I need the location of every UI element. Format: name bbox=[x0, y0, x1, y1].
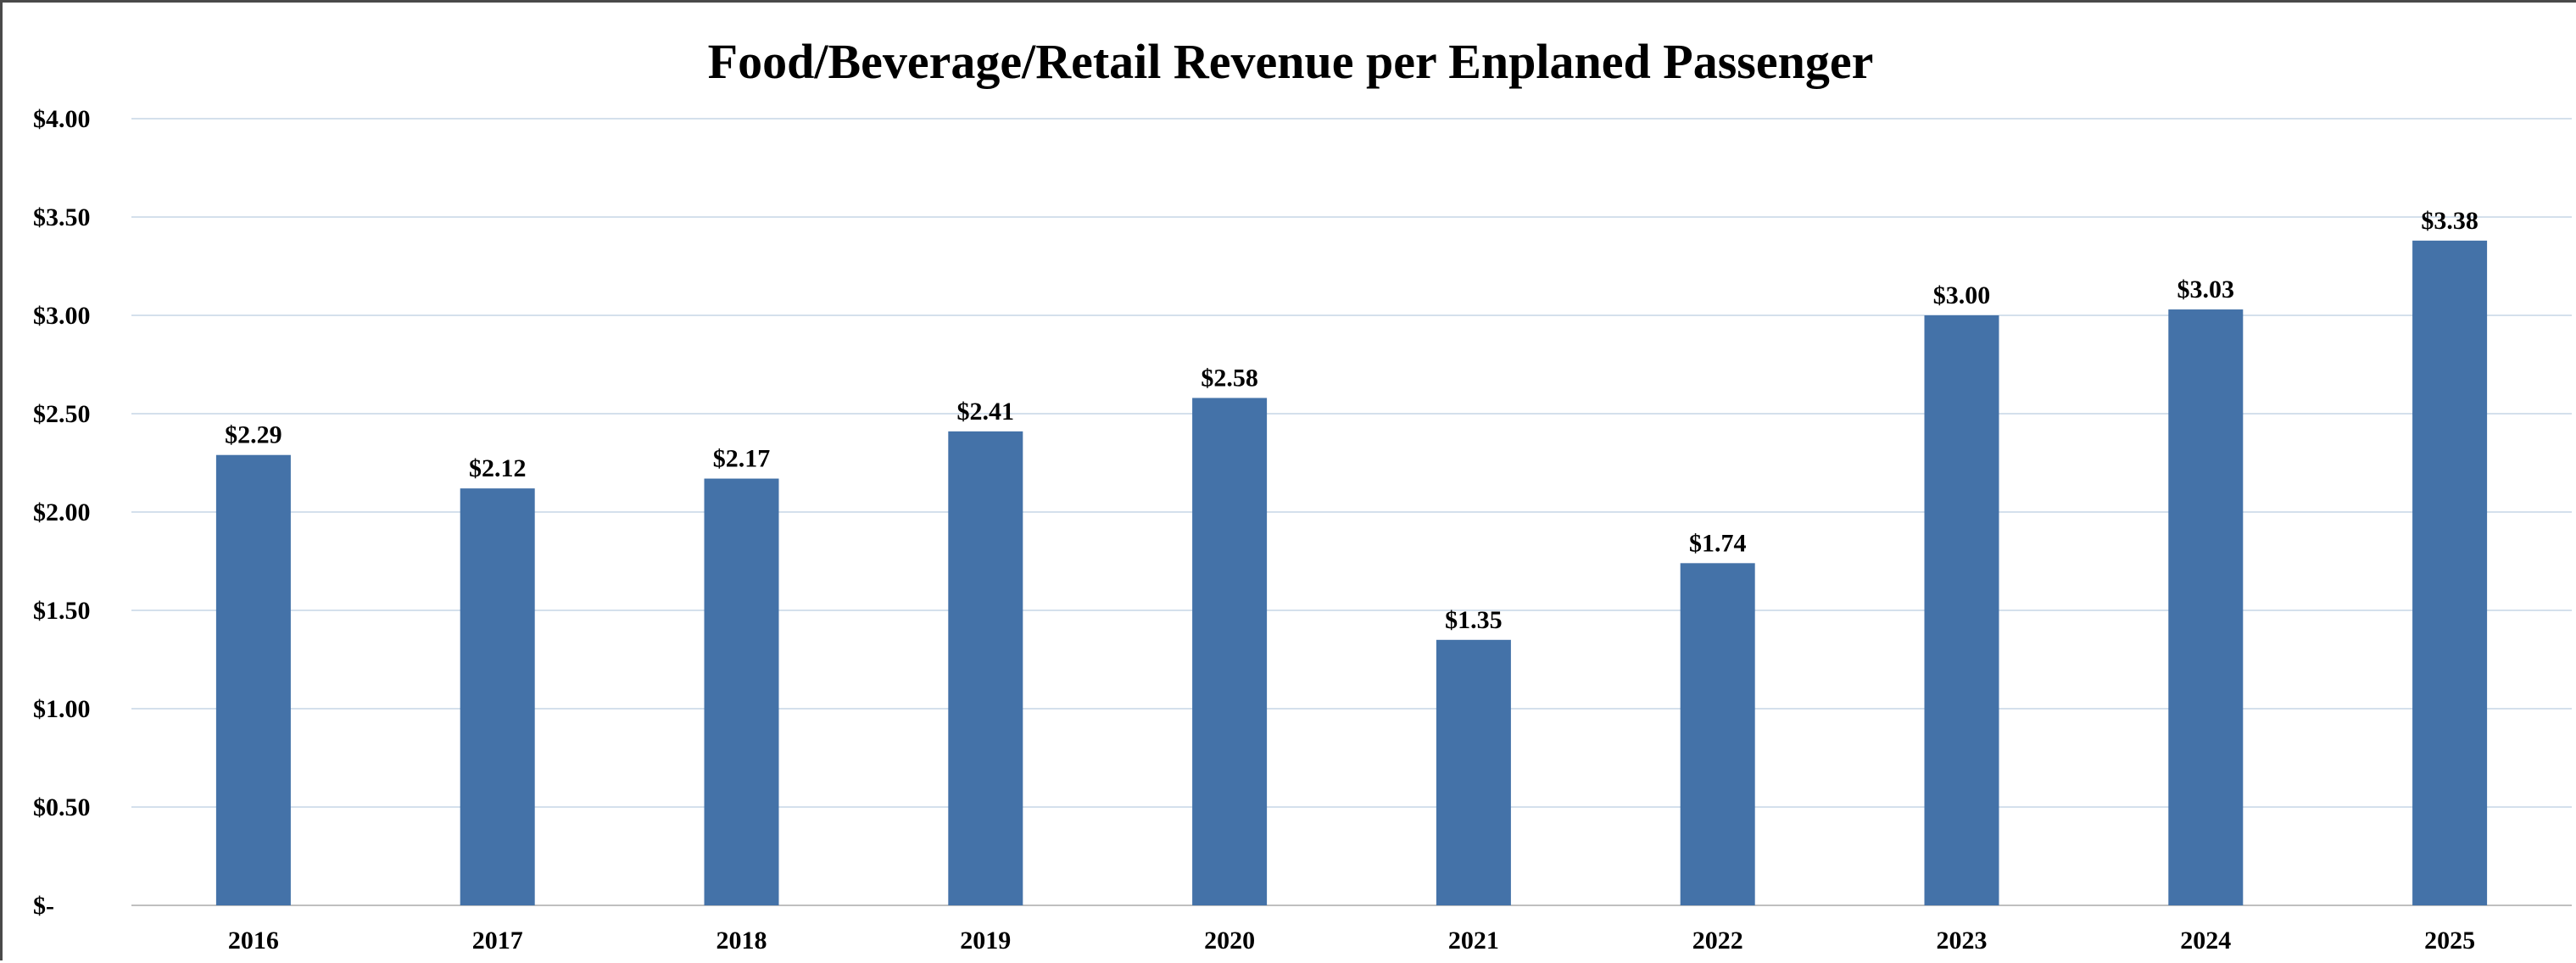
data-label-2023: $3.00 bbox=[1933, 281, 1991, 309]
bar-2017 bbox=[460, 488, 535, 905]
x-tick-label-2019: 2019 bbox=[960, 927, 1011, 955]
y-tick-label: $3.00 bbox=[33, 302, 91, 330]
data-label-2024: $3.03 bbox=[2177, 276, 2235, 303]
data-label-2018: $2.17 bbox=[713, 445, 771, 473]
y-tick-label: $0.50 bbox=[33, 793, 91, 821]
x-tick-label-2022: 2022 bbox=[1692, 927, 1743, 955]
gridlines bbox=[131, 118, 2572, 906]
data-label-2017: $2.12 bbox=[469, 454, 527, 482]
bar-2023 bbox=[1924, 315, 1999, 905]
x-axis-tick-labels: 2016 2017 2018 2019 2020 2021 2022 2023 2024 2025 bbox=[228, 927, 2475, 955]
bar-2018 bbox=[704, 478, 779, 905]
bar-2020 bbox=[1192, 398, 1268, 905]
data-label-2020: $2.58 bbox=[1201, 364, 1258, 392]
x-tick-label-2017: 2017 bbox=[472, 927, 523, 955]
bar-2024 bbox=[2168, 309, 2244, 905]
chart-title: Food/Beverage/Retail Revenue per Enplane… bbox=[707, 34, 1874, 89]
y-tick-label: $3.50 bbox=[33, 203, 91, 231]
data-label-2022: $1.74 bbox=[1689, 529, 1747, 557]
x-tick-label-2018: 2018 bbox=[716, 927, 767, 955]
y-tick-label: $- bbox=[33, 892, 54, 920]
bar-2025 bbox=[2412, 240, 2488, 906]
x-tick-label-2021: 2021 bbox=[1448, 927, 1499, 955]
bar-chart: $- $0.50 $1.00 $1.50 $2.00 $2.50 $3.00 $3.50 $4.… bbox=[33, 105, 2572, 955]
bar-2019 bbox=[948, 431, 1023, 905]
y-tick-label: $2.00 bbox=[33, 498, 91, 526]
x-tick-label-2023: 2023 bbox=[1937, 927, 1988, 955]
data-label-2021: $1.35 bbox=[1445, 606, 1503, 634]
x-tick-label-2020: 2020 bbox=[1204, 927, 1255, 955]
y-tick-label: $1.50 bbox=[33, 597, 91, 625]
x-tick-label-2025: 2025 bbox=[2424, 927, 2475, 955]
y-tick-label: $4.00 bbox=[33, 105, 91, 133]
data-label-2016: $2.29 bbox=[225, 421, 282, 449]
x-tick-label-2016: 2016 bbox=[228, 927, 279, 955]
y-tick-label: $1.00 bbox=[33, 695, 91, 723]
bars bbox=[215, 240, 2488, 906]
bar-2022 bbox=[1680, 563, 1755, 905]
y-axis-tick-labels: $- $0.50 $1.00 $1.50 $2.00 $2.50 $3.00 $3.50 $4.… bbox=[33, 105, 91, 920]
bar-2021 bbox=[1436, 639, 1511, 905]
x-tick-label-2024: 2024 bbox=[2180, 927, 2231, 955]
data-labels: $2.29 $2.12 $2.17 $2.41 $2.58 $1.35 $1.74 $3.00… bbox=[225, 207, 2478, 634]
bar-2016 bbox=[215, 454, 291, 905]
data-label-2019: $2.41 bbox=[957, 398, 1015, 426]
y-tick-label: $2.50 bbox=[33, 400, 91, 428]
data-label-2025: $3.38 bbox=[2421, 207, 2478, 235]
